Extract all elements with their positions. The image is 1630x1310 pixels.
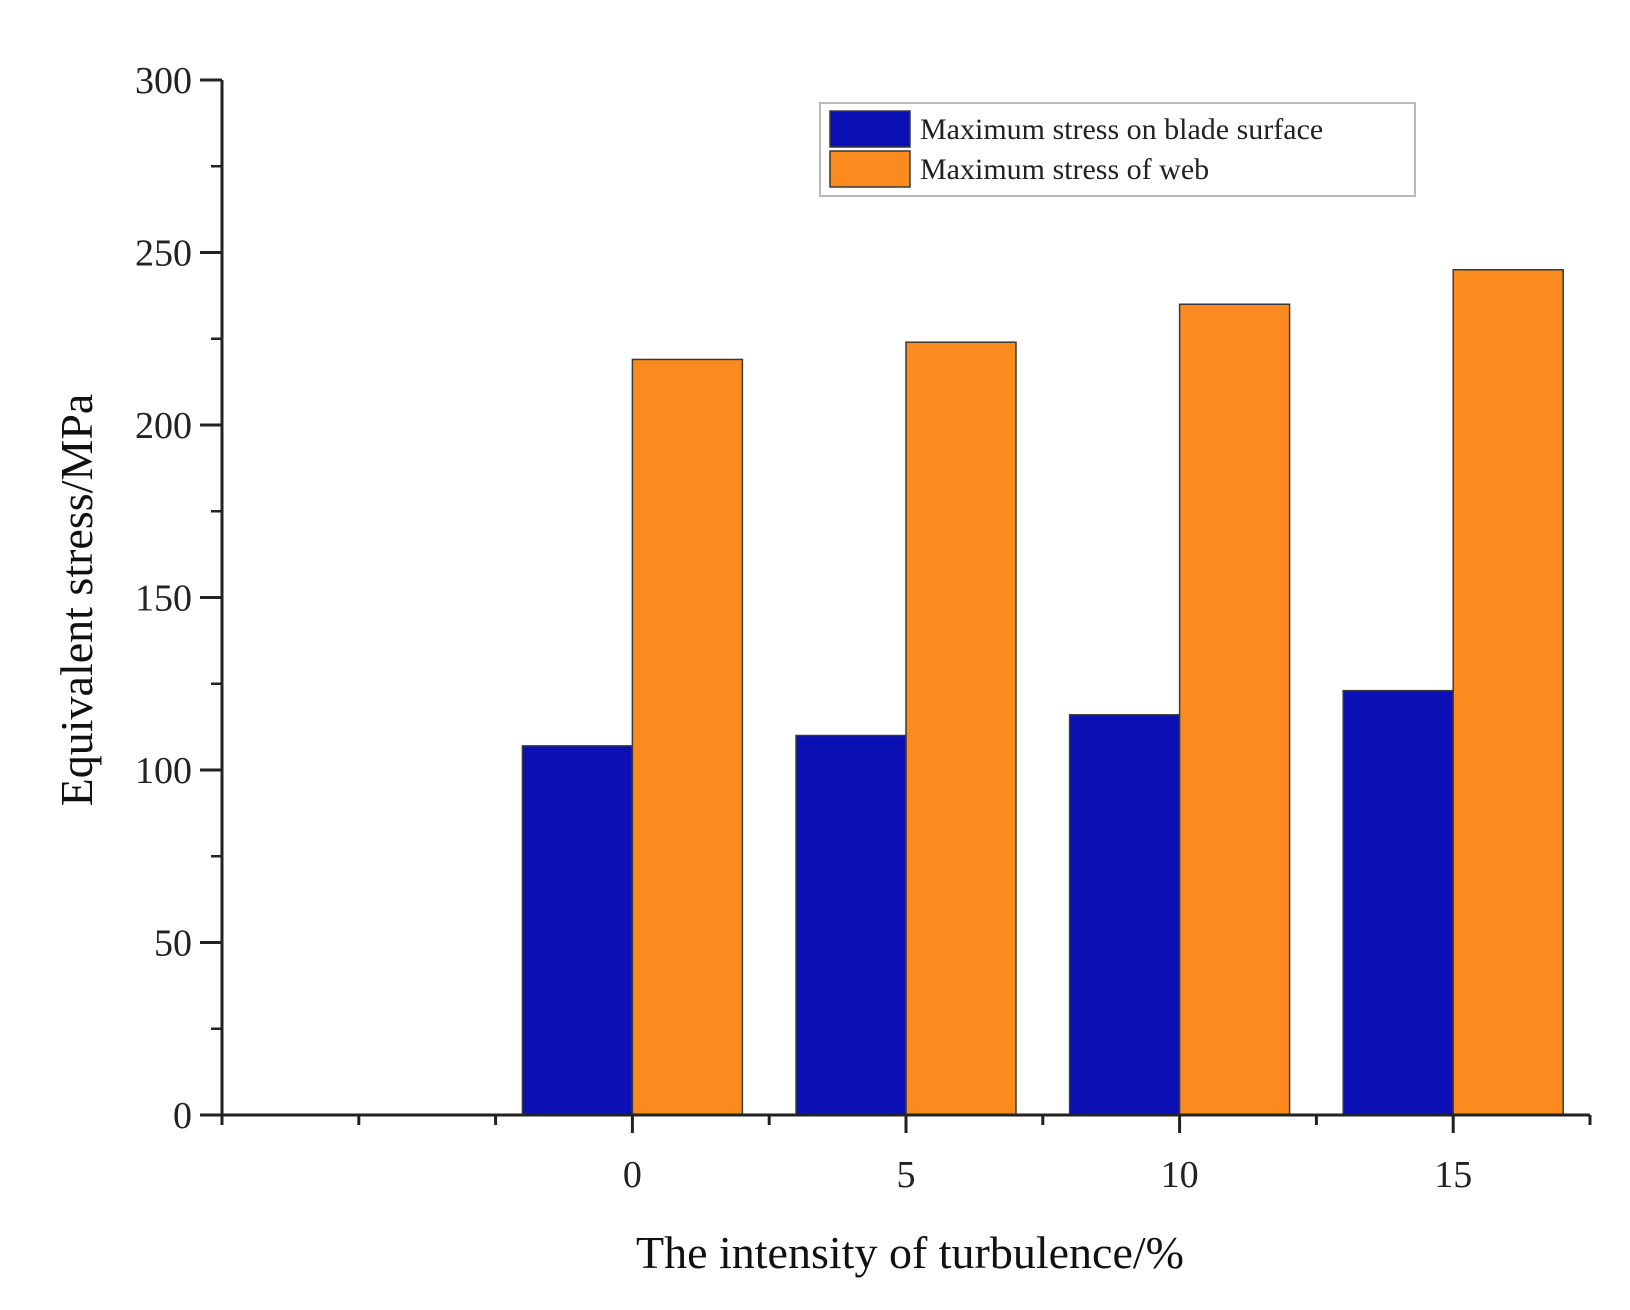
bar-web-10 xyxy=(1178,303,1291,1116)
y-tick-label: 200 xyxy=(135,405,192,447)
bar-blade-surface-10 xyxy=(1068,714,1181,1116)
bar-web-5 xyxy=(905,341,1017,1116)
y-tick-label: 50 xyxy=(154,923,192,965)
x-tick-label: 0 xyxy=(623,1154,642,1196)
legend-swatch-web xyxy=(829,150,911,188)
bar-blade-surface-15 xyxy=(1342,689,1454,1116)
x-tick-label: 10 xyxy=(1161,1154,1199,1196)
legend-swatch-blade-surface xyxy=(829,110,911,148)
bar-blade-surface-5 xyxy=(795,734,907,1116)
y-tick-label: 250 xyxy=(135,233,192,275)
y-tick-label: 0 xyxy=(173,1095,192,1137)
x-axis-title: The intensity of turbulence/% xyxy=(636,1227,1184,1278)
legend-label-blade-surface: Maximum stress on blade surface xyxy=(920,113,1323,146)
legend-label-web: Maximum stress of web xyxy=(920,153,1209,186)
y-axis-title: Equivalent stress/MPa xyxy=(51,394,102,807)
x-tick-label: 15 xyxy=(1434,1154,1472,1196)
y-tick-label: 300 xyxy=(135,60,192,102)
bar-web-15 xyxy=(1452,269,1564,1116)
y-tick-label: 150 xyxy=(135,578,192,620)
x-tick-label: 5 xyxy=(897,1154,916,1196)
bar-blade-surface-0 xyxy=(521,745,634,1116)
y-tick-label: 100 xyxy=(135,750,192,792)
bar-web-0 xyxy=(631,358,744,1116)
legend-box xyxy=(819,102,1416,197)
